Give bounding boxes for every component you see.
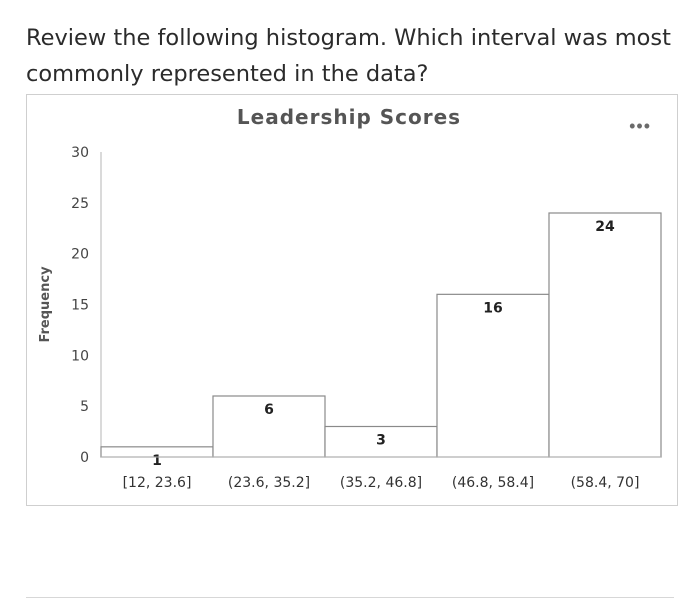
y-tick-label: 0 <box>80 450 89 466</box>
more-options-icon[interactable]: ••• <box>629 116 651 136</box>
y-tick-label: 15 <box>71 298 89 314</box>
bar-data-label: 6 <box>264 402 274 418</box>
x-category-label: (46.8, 58.4] <box>452 475 534 491</box>
bar-data-label: 1 <box>152 453 162 469</box>
y-tick-label: 30 <box>71 145 89 161</box>
chart-frame: ••• Leadership Scores 0 5 10 15 20 25 30 Frequen… <box>26 94 678 506</box>
y-tick-label: 5 <box>80 399 89 415</box>
x-category-label: (35.2, 46.8] <box>340 475 422 491</box>
bar-data-label: 3 <box>376 433 386 449</box>
question-text: Review the following histogram. Which in… <box>26 25 671 87</box>
histogram-chart: Leadership Scores 0 5 10 15 20 25 30 Frequency 1 [… <box>38 105 662 491</box>
y-axis-label: Frequency <box>38 266 53 343</box>
y-tick-label: 20 <box>71 247 89 263</box>
x-category-label: [12, 23.6] <box>123 475 192 491</box>
histogram-bar <box>212 395 326 458</box>
histogram-bar <box>548 212 662 458</box>
histogram-bar <box>436 293 550 458</box>
bar-data-label: 24 <box>595 219 615 235</box>
x-category-label: (23.6, 35.2] <box>228 475 310 491</box>
chart-title: Leadership Scores <box>237 105 461 129</box>
bar-data-label: 16 <box>483 300 502 316</box>
y-tick-label: 10 <box>71 348 89 364</box>
divider <box>26 597 674 598</box>
y-tick-label: 25 <box>71 196 89 212</box>
x-category-label: (58.4, 70] <box>571 475 640 491</box>
